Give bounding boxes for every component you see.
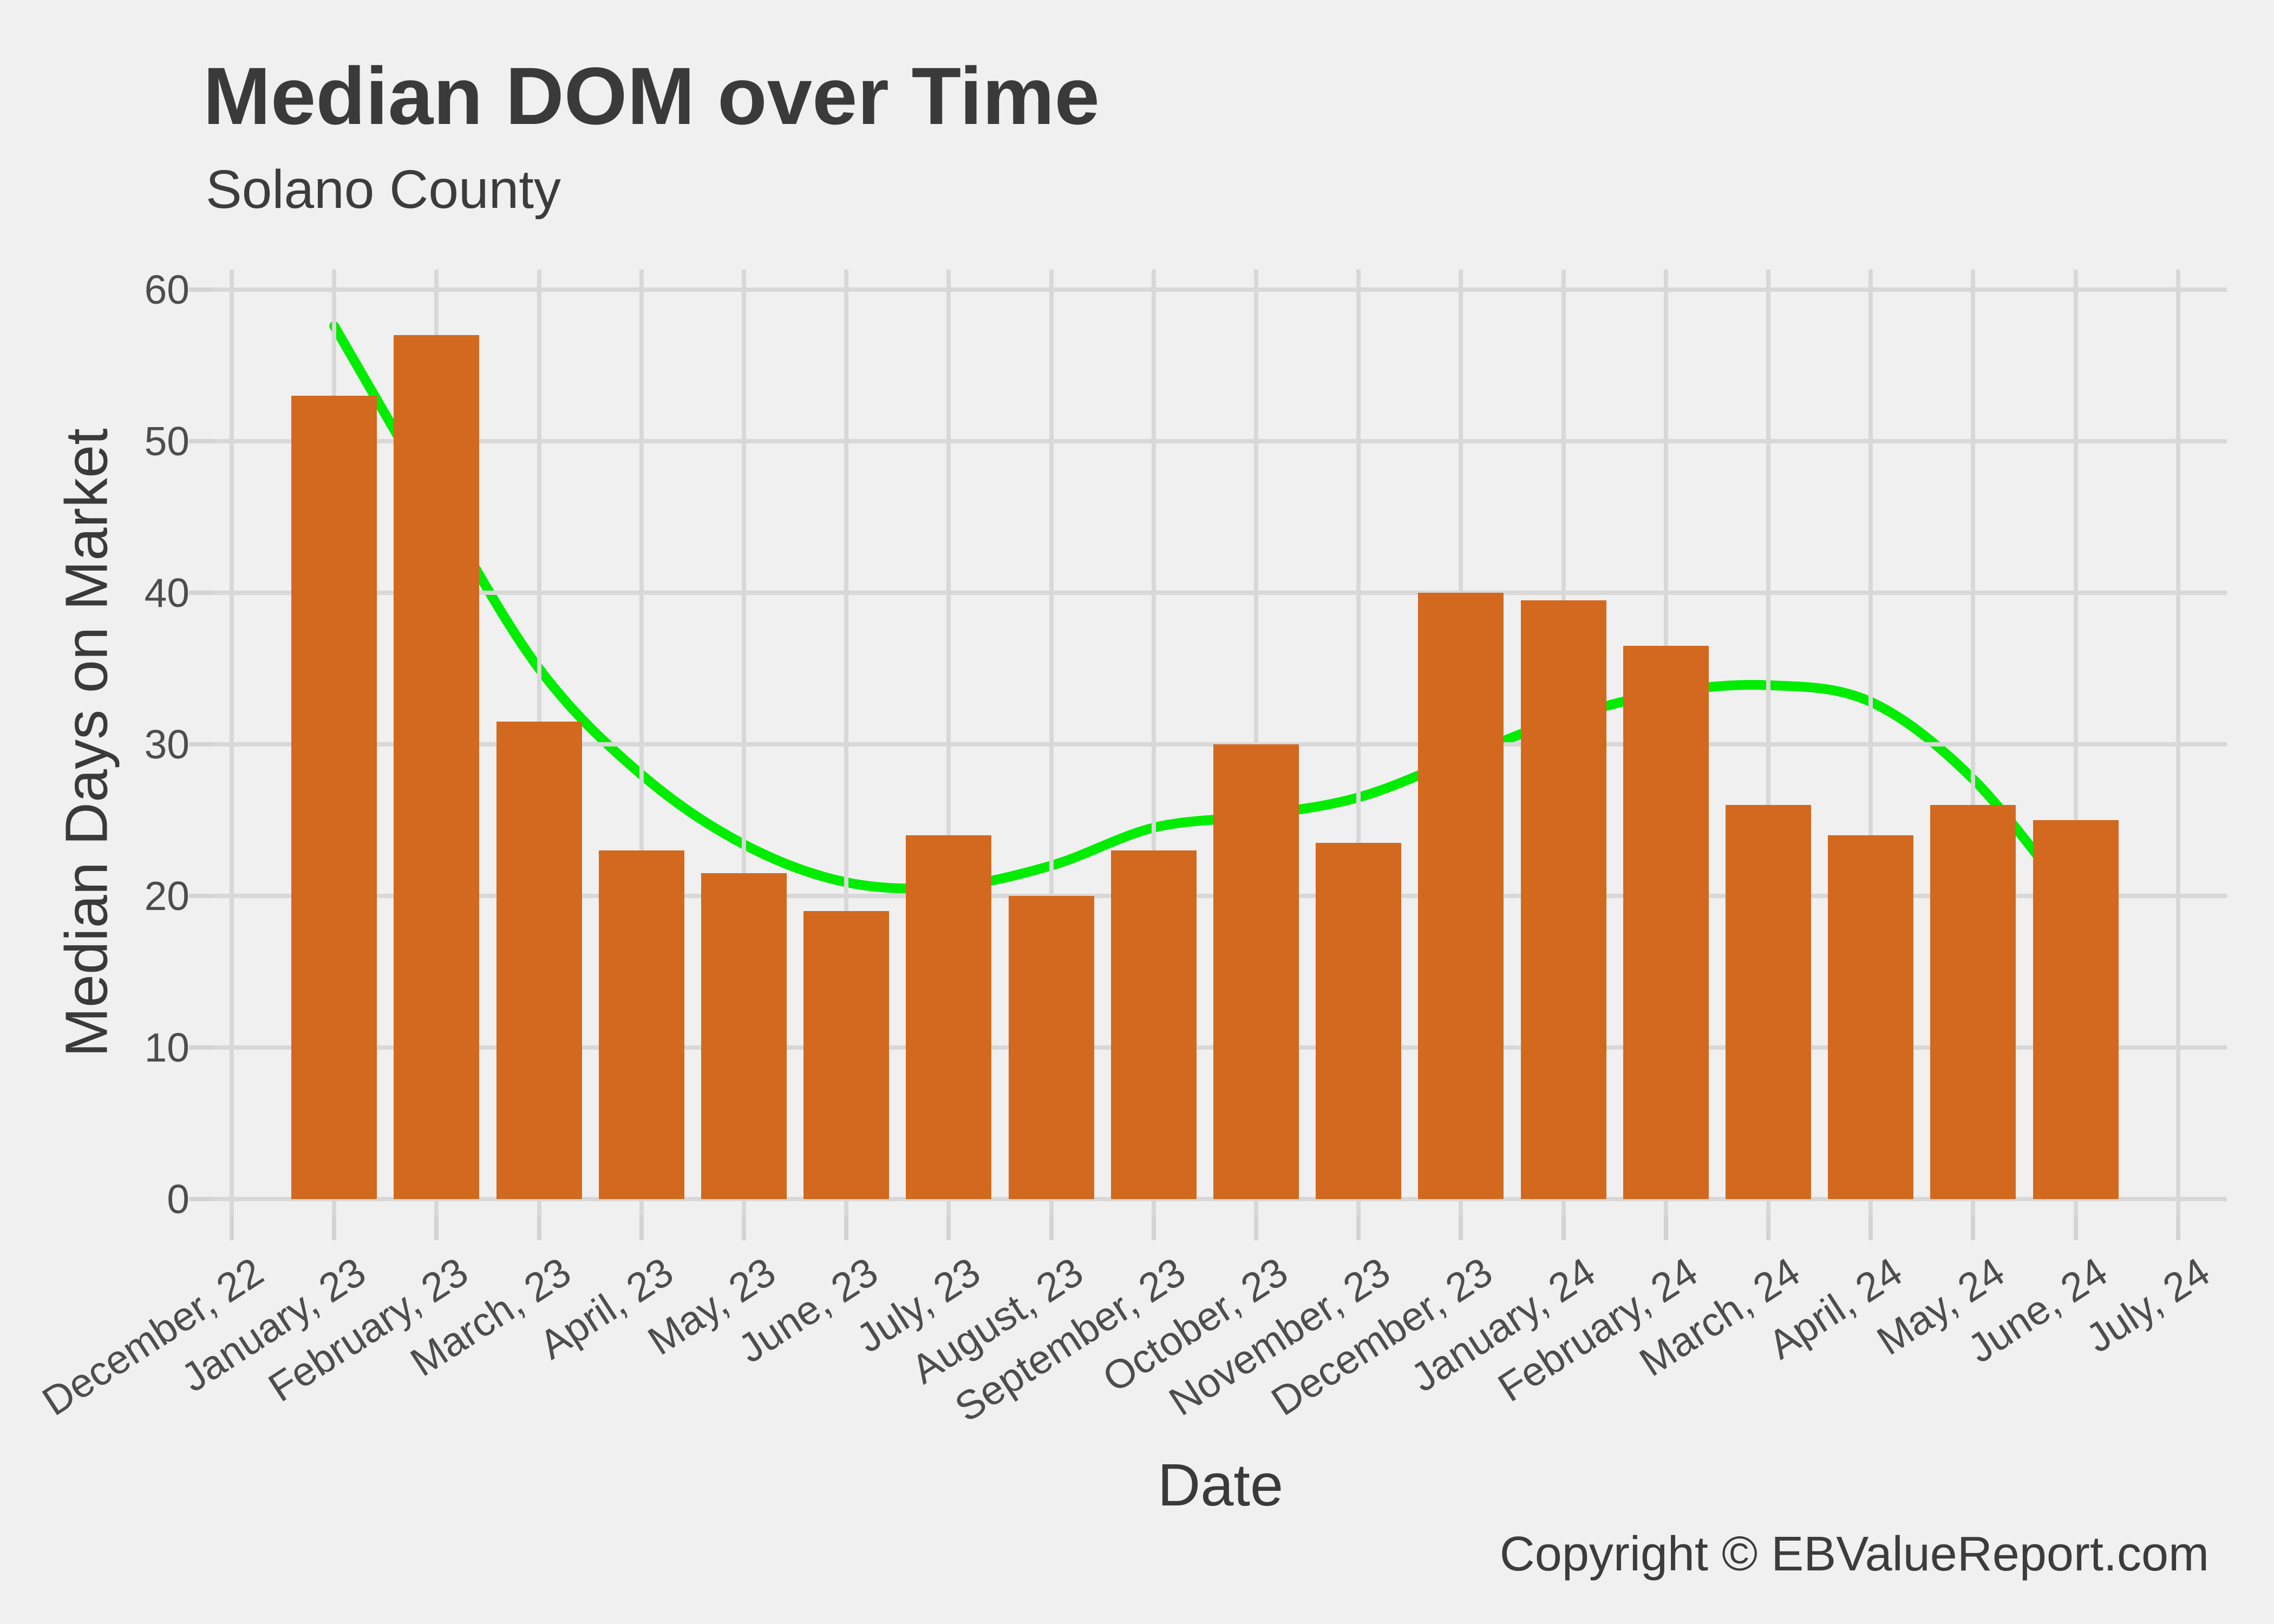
bar bbox=[598, 850, 684, 1199]
bar bbox=[1316, 843, 1402, 1199]
bar bbox=[1930, 805, 2016, 1199]
x-gridline bbox=[742, 270, 746, 1215]
bar bbox=[803, 911, 890, 1199]
x-gridline bbox=[946, 270, 951, 1215]
x-axis-tick bbox=[1151, 1215, 1156, 1240]
x-axis-tick bbox=[2073, 1215, 2078, 1240]
x-gridline bbox=[1254, 270, 1258, 1215]
bar bbox=[701, 873, 787, 1199]
chart-subtitle: Solano County bbox=[206, 159, 561, 220]
bar bbox=[1418, 593, 1504, 1199]
bar bbox=[1213, 744, 1299, 1199]
x-gridline bbox=[1356, 270, 1361, 1215]
bar bbox=[1110, 850, 1197, 1199]
x-gridline bbox=[2073, 270, 2078, 1215]
y-axis-tick bbox=[189, 591, 214, 595]
y-tick-label: 30 bbox=[144, 722, 190, 767]
bar bbox=[291, 396, 377, 1199]
x-gridline bbox=[1766, 270, 1770, 1215]
x-axis-title: Date bbox=[1157, 1452, 1284, 1518]
x-axis-tick bbox=[537, 1215, 541, 1240]
trend-line bbox=[329, 321, 2081, 910]
x-gridline bbox=[230, 270, 234, 1215]
y-tick-label: 40 bbox=[144, 570, 190, 615]
y-axis-tick bbox=[189, 1045, 214, 1050]
x-axis-tick bbox=[1356, 1215, 1361, 1240]
y-gridline bbox=[214, 287, 2227, 292]
x-gridline bbox=[1049, 270, 1054, 1215]
y-tick-label: 50 bbox=[144, 418, 190, 464]
y-gridline bbox=[214, 1197, 2227, 1201]
bar bbox=[1520, 600, 1606, 1199]
x-gridline bbox=[1151, 270, 1156, 1215]
x-gridline bbox=[844, 270, 849, 1215]
x-axis-tick bbox=[434, 1215, 439, 1240]
x-axis-tick bbox=[742, 1215, 746, 1240]
y-gridline bbox=[214, 439, 2227, 443]
x-axis-tick bbox=[332, 1215, 337, 1240]
bar bbox=[496, 722, 582, 1199]
bar bbox=[906, 835, 992, 1199]
bar bbox=[1726, 805, 1811, 1199]
y-axis-tick bbox=[189, 1197, 214, 1201]
y-axis-tick bbox=[189, 894, 214, 898]
y-tick-label: 0 bbox=[167, 1176, 190, 1222]
x-gridline bbox=[1971, 270, 1976, 1215]
x-axis-tick bbox=[1254, 1215, 1258, 1240]
bar bbox=[2033, 820, 2119, 1199]
x-axis-tick bbox=[1459, 1215, 1463, 1240]
y-axis-tick bbox=[189, 742, 214, 746]
x-axis-tick bbox=[1766, 1215, 1770, 1240]
x-axis-tick bbox=[639, 1215, 644, 1240]
x-axis-tick bbox=[230, 1215, 234, 1240]
x-axis-tick bbox=[1561, 1215, 1566, 1240]
copyright-text: Copyright © EBValueReport.com bbox=[1499, 1527, 2209, 1581]
y-tick-label: 20 bbox=[144, 873, 190, 919]
x-axis-tick bbox=[1971, 1215, 1976, 1240]
x-axis-tick bbox=[1049, 1215, 1054, 1240]
bar bbox=[1623, 646, 1709, 1199]
y-gridline bbox=[214, 591, 2227, 595]
bar bbox=[1828, 835, 1914, 1199]
x-axis-tick bbox=[1663, 1215, 1668, 1240]
x-axis-tick bbox=[946, 1215, 951, 1240]
x-gridline bbox=[2175, 270, 2180, 1215]
x-gridline bbox=[1868, 270, 1873, 1215]
page-title: Median DOM over Time bbox=[203, 50, 1100, 141]
bar bbox=[1008, 896, 1094, 1199]
x-axis-tick bbox=[1868, 1215, 1873, 1240]
x-gridline bbox=[639, 270, 644, 1215]
y-axis-tick bbox=[189, 287, 214, 292]
x-axis-tick bbox=[2175, 1215, 2180, 1240]
x-axis-tick bbox=[844, 1215, 849, 1240]
y-tick-label: 60 bbox=[144, 267, 190, 312]
y-tick-label: 10 bbox=[144, 1025, 190, 1070]
bar bbox=[394, 335, 480, 1199]
y-axis-tick bbox=[189, 439, 214, 443]
